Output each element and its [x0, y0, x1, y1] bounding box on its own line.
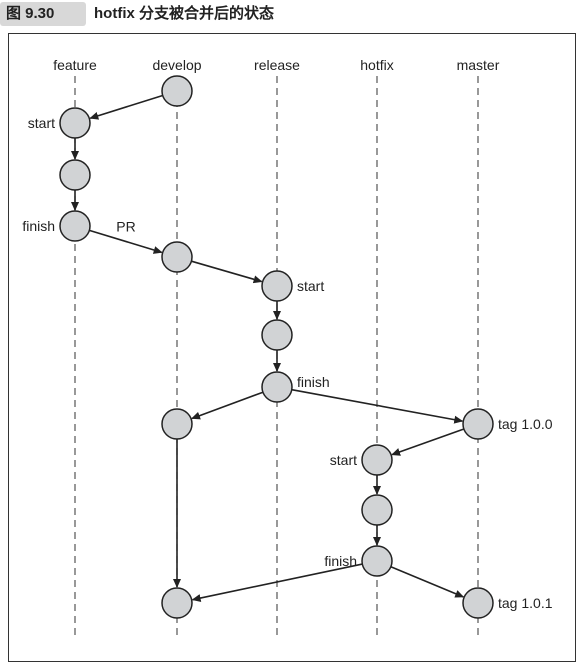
- edge-f3-to-d2: [89, 229, 163, 254]
- lane-label-feature: feature: [53, 57, 97, 73]
- node-label-r1: start: [297, 278, 324, 294]
- commit-node-d4: [161, 587, 193, 619]
- node-label-r3: finish: [297, 374, 330, 390]
- commit-node-d2: [161, 241, 193, 273]
- node-label-f3: finish: [22, 218, 55, 234]
- node-label-f1: start: [28, 115, 55, 131]
- edge-label-pr: PR: [116, 219, 135, 235]
- edge-d2-to-r1: [191, 260, 263, 284]
- commit-node-f3: [59, 210, 91, 242]
- node-label-h3: finish: [324, 553, 357, 569]
- commit-node-h3: [361, 545, 393, 577]
- edge-h3-to-m2: [390, 566, 465, 598]
- commit-node-r1: [261, 270, 293, 302]
- commit-node-r3: [261, 371, 293, 403]
- figure-title: hotfix 分支被合并后的状态: [94, 5, 274, 22]
- commit-node-m1: [462, 408, 494, 440]
- lane-label-master: master: [457, 57, 500, 73]
- node-label-m2: tag 1.0.1: [498, 595, 553, 611]
- edge-h3-to-d4: [191, 563, 363, 602]
- commit-node-d1: [161, 75, 193, 107]
- commit-node-h2: [361, 494, 393, 526]
- edge-m1-to-h1: [391, 428, 465, 456]
- commit-node-f2: [59, 159, 91, 191]
- lane-label-hotfix: hotfix: [360, 57, 393, 73]
- commit-node-r2: [261, 319, 293, 351]
- commit-node-h1: [361, 444, 393, 476]
- edge-d1-to-f1: [89, 94, 163, 120]
- diagram-frame: [8, 33, 576, 662]
- node-label-h1: start: [330, 452, 357, 468]
- commit-node-d3: [161, 408, 193, 440]
- figure-number: 图 9.30: [0, 2, 86, 26]
- commit-node-m2: [462, 587, 494, 619]
- commit-node-f1: [59, 107, 91, 139]
- edge-r3-to-d3: [191, 391, 264, 420]
- node-label-m1: tag 1.0.0: [498, 416, 553, 432]
- lane-label-release: release: [254, 57, 300, 73]
- figure-caption: 图 9.30 hotfix 分支被合并后的状态: [0, 0, 579, 28]
- edge-r3-to-m1: [291, 388, 464, 424]
- lane-label-develop: develop: [152, 57, 201, 73]
